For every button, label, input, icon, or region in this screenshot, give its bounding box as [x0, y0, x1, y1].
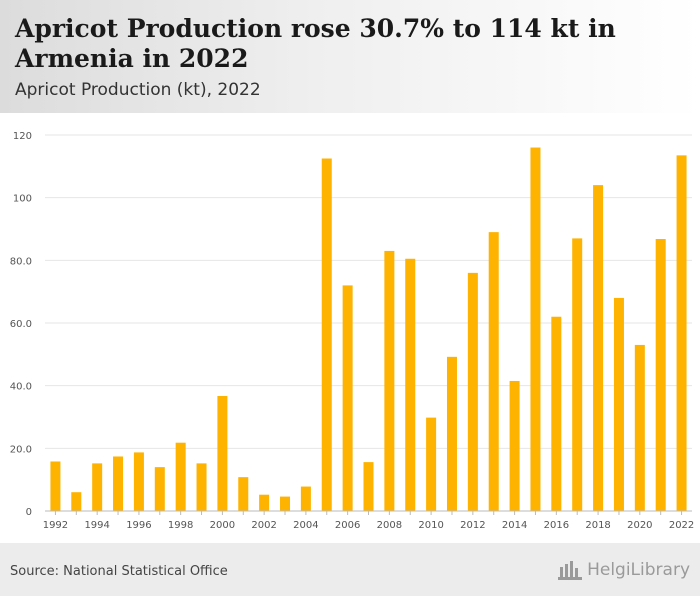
bar-2006: [342, 285, 353, 511]
source-note: Source: National Statistical Office: [10, 564, 228, 579]
bar-2016: [551, 316, 562, 511]
x-tick-label: 2014: [502, 520, 527, 531]
x-tick-label: 2016: [544, 520, 569, 531]
bar-1999: [196, 463, 207, 511]
bar-1996: [133, 452, 144, 511]
bar-chart: 0 20.0 40.0 60.0 80.0 100 120 1992 1994 1996 1998 2…: [10, 131, 695, 531]
bar-2017: [572, 238, 583, 511]
x-tick-label: 2020: [627, 520, 652, 531]
bar-1995: [113, 456, 124, 511]
bar-2020: [634, 344, 645, 511]
x-tick-label: 2008: [377, 520, 402, 531]
y-tick-label: 20.0: [10, 444, 32, 455]
bar-2005: [321, 158, 332, 511]
x-tick-label: 2022: [669, 520, 694, 531]
bar-1997: [154, 467, 165, 511]
bar-2019: [613, 297, 624, 511]
x-tick-label: 2018: [585, 520, 610, 531]
chart-area: 0 20.0 40.0 60.0 80.0 100 120 1992 1994 1996 1998 2…: [0, 113, 700, 543]
x-tick-label: 2000: [210, 520, 235, 531]
bar-2013: [488, 232, 499, 511]
bar-1992: [50, 461, 61, 511]
bar-1993: [71, 492, 82, 511]
x-tick-label: 1996: [126, 520, 151, 531]
bar-2004: [300, 486, 311, 511]
logo-text: HelgiLibrary: [587, 560, 690, 580]
chart-title: Apricot Production rose 30.7% to 114 kt …: [15, 14, 616, 73]
bar-2015: [530, 147, 541, 511]
bar-2007: [363, 462, 374, 511]
y-tick-label: 0: [26, 507, 32, 518]
bar-2009: [405, 258, 416, 511]
y-tick-label: 100: [13, 194, 32, 205]
x-tick-label: 2010: [418, 520, 443, 531]
helgilibrary-logo[interactable]: HelgiLibrary: [557, 557, 690, 583]
x-tick-label: 2002: [251, 520, 276, 531]
x-tick-label: 1992: [43, 520, 68, 531]
chart-subtitle: Apricot Production (kt), 2022: [15, 80, 261, 100]
bar-2003: [280, 496, 291, 511]
bar-2001: [238, 477, 249, 511]
bar-2012: [467, 272, 478, 511]
x-tick-label: 1994: [84, 520, 109, 531]
bar-1998: [175, 442, 186, 511]
y-tick-label: 40.0: [10, 382, 32, 393]
bar-2014: [509, 380, 520, 511]
footer: Source: National Statistical Office Helg…: [0, 543, 700, 596]
bar-2011: [446, 356, 457, 511]
library-icon: [557, 559, 583, 581]
bar-2018: [593, 185, 604, 511]
x-tick-label: 2012: [460, 520, 485, 531]
y-tick-label: 80.0: [10, 256, 32, 267]
x-tick-label: 1998: [168, 520, 193, 531]
x-tick-label: 2006: [335, 520, 360, 531]
bar-2002: [259, 494, 270, 511]
x-tick-label: 2004: [293, 520, 318, 531]
bar-2000: [217, 396, 228, 511]
y-tick-label: 60.0: [10, 319, 32, 330]
bar-2008: [384, 250, 395, 511]
y-tick-label: 120: [13, 131, 32, 142]
header: Apricot Production rose 30.7% to 114 kt …: [0, 0, 700, 113]
bar-1994: [92, 463, 103, 511]
bar-2010: [426, 417, 437, 511]
bar-2021: [655, 239, 666, 511]
bar-2022: [676, 155, 687, 511]
